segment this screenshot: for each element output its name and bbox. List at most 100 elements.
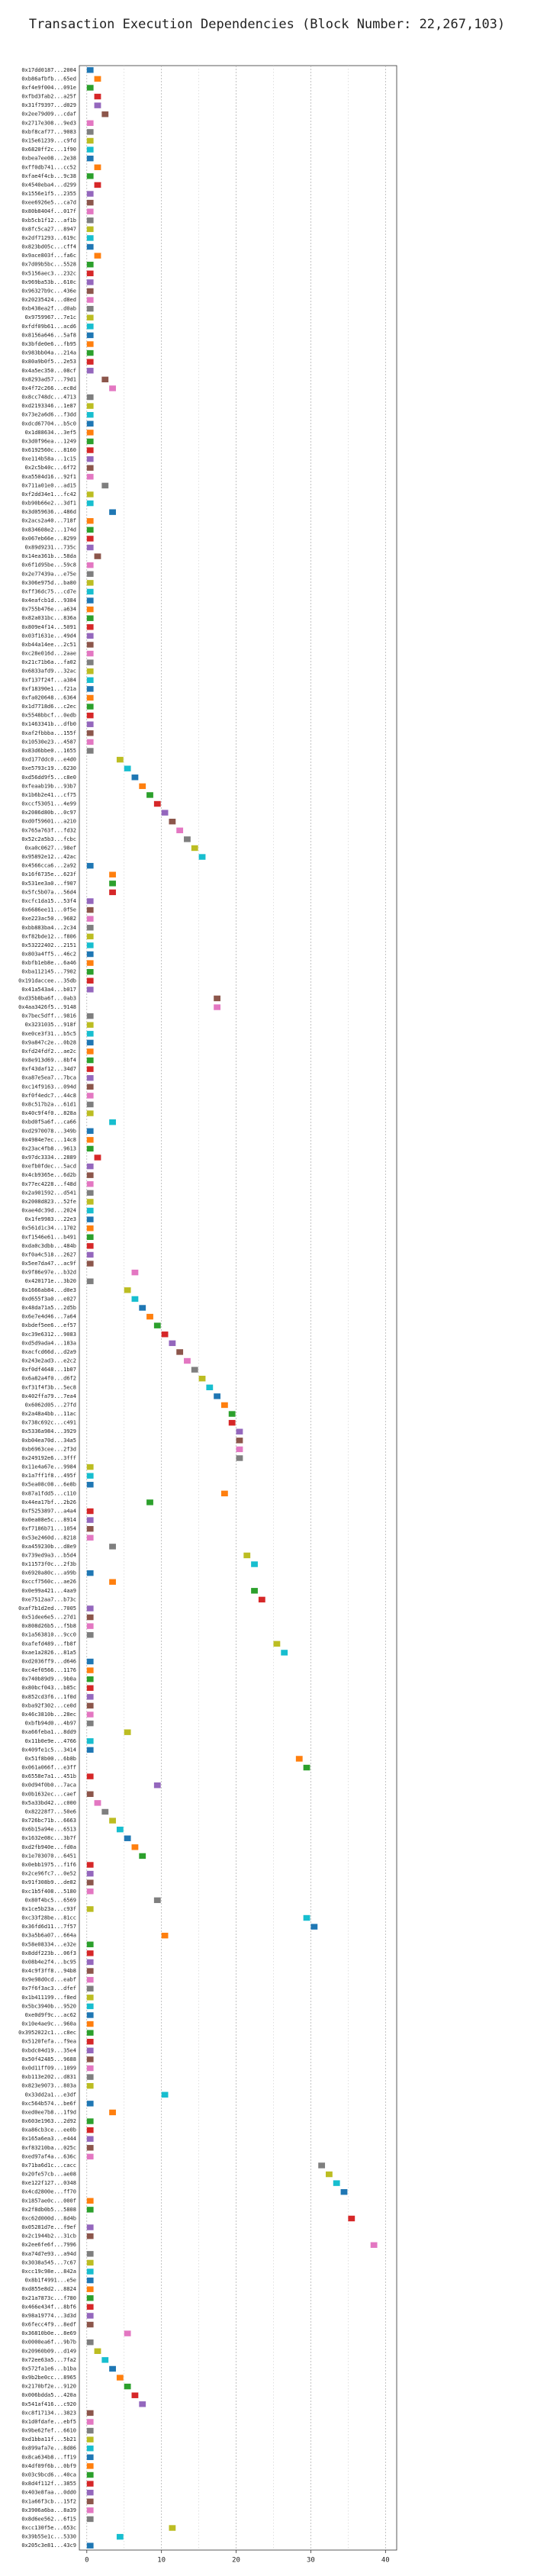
bar xyxy=(86,288,94,295)
bar xyxy=(86,1093,94,1099)
y-tick-label: 0x8cc748dc...4713 xyxy=(21,394,76,401)
bar xyxy=(86,1976,94,1983)
bar xyxy=(340,2189,348,2195)
x-tick-label: 30 xyxy=(307,2557,315,2565)
bar xyxy=(86,1207,94,1214)
bar xyxy=(86,2101,94,2107)
bar xyxy=(86,933,94,940)
y-tick-label: 0x8156a646...5af8 xyxy=(21,332,76,338)
bar xyxy=(86,588,94,595)
bar xyxy=(86,120,94,127)
y-tick-label: 0x1463341b...dfb0 xyxy=(21,721,76,727)
bar xyxy=(86,1711,94,1718)
bar xyxy=(86,518,94,524)
y-tick-label: 0x11573f0c...2f3b xyxy=(21,1561,76,1567)
y-tick-label: 0xe0ce3f31...b5c5 xyxy=(21,1031,76,1037)
y-tick-label: 0x1a563810...9cc0 xyxy=(21,1632,76,1638)
y-tick-label: 0x3952022c1...c8ec xyxy=(18,2030,76,2036)
y-tick-label: 0xf0df4648...1b07 xyxy=(21,1367,76,1373)
bar xyxy=(86,173,94,179)
bar xyxy=(236,1438,243,1444)
bar xyxy=(86,1251,94,1258)
bar xyxy=(86,544,94,551)
y-tick-label: 0x9a847c2e...0b28 xyxy=(21,1039,76,1045)
y-tick-label: 0x7f6f3ac3...dfef xyxy=(21,1985,76,1992)
bar xyxy=(86,925,94,931)
y-tick-label: 0x2008d823...52fe xyxy=(21,1199,76,1205)
bar xyxy=(86,2277,94,2284)
y-tick-label: 0x10530e23...4587 xyxy=(21,739,76,745)
y-tick-label: 0x306e975d...ba80 xyxy=(21,580,76,586)
y-tick-label: 0x36fd6d11...7f57 xyxy=(21,1924,76,1930)
y-tick-label: 0x9f86e97e...b32d xyxy=(21,1270,76,1276)
y-tick-label: 0x1d0fdafe...ebf5 xyxy=(21,2419,76,2425)
y-tick-label: 0x006bdda5...420a xyxy=(21,2392,76,2398)
bar xyxy=(86,597,94,604)
y-tick-label: 0x1fe9983...22e3 xyxy=(25,1216,76,1222)
y-tick-label: 0xd855e8d2...8824 xyxy=(21,2286,76,2292)
bar xyxy=(86,2251,94,2257)
bar xyxy=(86,739,94,745)
y-tick-label: 0xd56dd9f5...c8e0 xyxy=(21,774,76,781)
y-tick-label: 0x9e98d0cd...eabf xyxy=(21,1977,76,1983)
bar xyxy=(169,1340,176,1347)
y-tick-label: 0x21c71b6a...fa02 xyxy=(21,659,76,665)
y-tick-label: 0x1e703070...6451 xyxy=(21,1853,76,1859)
bar xyxy=(191,845,198,852)
y-tick-label: 0x808d26b5...f5b8 xyxy=(21,1623,76,1629)
y-tick-label: 0x541af416...c920 xyxy=(21,2401,76,2407)
y-tick-label: 0x8e913d69...8bf4 xyxy=(21,1058,76,1064)
y-tick-label: 0x73e2a6d6...f3dd xyxy=(21,412,76,418)
y-tick-label: 0xd5d9ada4...183a xyxy=(21,1340,76,1346)
bar xyxy=(86,1261,94,1267)
y-tick-label: 0x899afa7e...8d86 xyxy=(21,2446,76,2452)
y-tick-label: 0x067eb66e...8299 xyxy=(21,536,76,542)
y-tick-label: 0xb113e202...d831 xyxy=(21,2074,76,2080)
y-tick-label: 0x4984e7ec...14c8 xyxy=(21,1137,76,1143)
bar xyxy=(273,1641,281,1647)
bar xyxy=(109,889,116,896)
bar xyxy=(303,1764,310,1771)
y-tick-label: 0xd2036ff9...d646 xyxy=(21,1658,76,1664)
y-tick-label: 0xacfcd66d...d2a9 xyxy=(21,1349,76,1355)
y-tick-label: 0x91f308b9...de82 xyxy=(21,1879,76,1885)
bar xyxy=(124,765,131,771)
y-tick-label: 0xb44a14ee...2c51 xyxy=(21,642,76,648)
y-tick-label: 0xbf8caf77...9083 xyxy=(21,129,76,135)
bar xyxy=(86,2030,94,2036)
bar xyxy=(86,456,94,462)
y-tick-label: 0x15e61239...c9fd xyxy=(21,137,76,143)
y-tick-label: 0x48da71a5...2d5b xyxy=(21,1305,76,1311)
bar xyxy=(161,1331,169,1338)
y-tick-label: 0xd1bba11f...5b21 xyxy=(21,2436,76,2442)
y-tick-label: 0xe223ac50...9682 xyxy=(21,916,76,922)
bar xyxy=(124,2383,131,2390)
y-tick-label: 0xc62d000d...8d4b xyxy=(21,2215,76,2221)
bar xyxy=(86,2145,94,2151)
y-tick-label: 0x1a7ff1f8...495f xyxy=(21,1473,76,1479)
bar xyxy=(86,571,94,577)
y-tick-label: 0x8ddf223b...06f3 xyxy=(21,1950,76,1956)
bar xyxy=(86,1791,94,1798)
bar xyxy=(295,1756,303,1762)
bar xyxy=(86,1022,94,1028)
y-tick-label: 0x8d4f112f...3855 xyxy=(21,2481,76,2487)
bar xyxy=(101,482,109,489)
bar xyxy=(86,712,94,719)
bar xyxy=(86,2463,94,2469)
y-tick-label: 0x2170bf2e...9120 xyxy=(21,2384,76,2390)
y-tick-label: 0x191daccee...35db xyxy=(18,977,76,984)
bar xyxy=(184,836,191,842)
y-tick-label: 0x44ea17bf...2b26 xyxy=(21,1499,76,1505)
bar xyxy=(86,1181,94,1187)
y-tick-label: 0x755b476e...a634 xyxy=(21,607,76,613)
y-tick-label: 0x40c9f4f0...828a xyxy=(21,1110,76,1116)
bar xyxy=(109,871,116,877)
y-tick-label: 0x8fc5ca27...8947 xyxy=(21,226,76,232)
bar xyxy=(86,1075,94,1081)
chart-title: Transaction Execution Dependencies (Bloc… xyxy=(29,17,505,32)
bar xyxy=(86,1632,94,1638)
y-tick-label: 0xe0d9f9c...ac62 xyxy=(25,2012,76,2018)
bar xyxy=(86,2127,94,2133)
bar xyxy=(86,2295,94,2301)
